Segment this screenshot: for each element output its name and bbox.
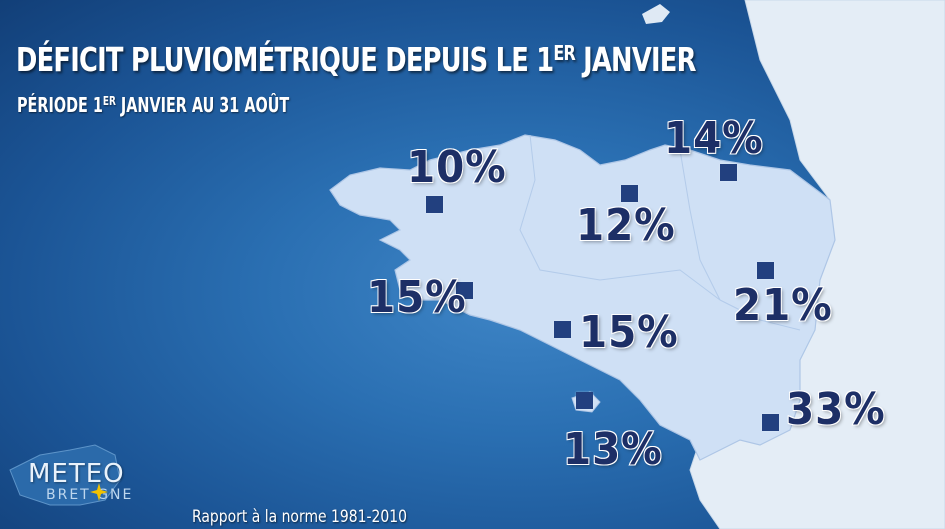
station-value-st-brieuc: 14% (663, 112, 764, 165)
map-subtitle: PÉRIODE 1ER JANVIER AU 31 AOÛT (17, 93, 290, 117)
station-marker-brest-north (426, 196, 443, 213)
station-value-morlaix: 12% (575, 199, 676, 252)
station-marker-quimper (456, 282, 473, 299)
logo-map-outline (9, 444, 121, 506)
station-value-belle-ile: 13% (562, 423, 663, 476)
logo-text-bretagne: BRET GNE (46, 487, 134, 503)
island-jersey (642, 4, 670, 24)
map-title: DÉFICIT PLUVIOMÉTRIQUE DEPUIS LE 1ER JAN… (16, 40, 696, 79)
hermine-cross-icon (90, 483, 108, 501)
station-value-nantes: 33% (785, 383, 886, 436)
station-value-brest-north: 10% (406, 141, 507, 194)
logo-text-meteo: METEO (28, 459, 125, 489)
station-value-rennes: 21% (732, 279, 833, 332)
station-marker-lorient (554, 321, 571, 338)
station-marker-nantes (762, 414, 779, 431)
brittany-region (329, 134, 836, 461)
station-marker-belle-ile (576, 392, 593, 409)
station-marker-st-brieuc (720, 164, 737, 181)
meteo-bretagne-logo: METEO BRET GNE (6, 425, 136, 520)
norm-footnote: Rapport à la norme 1981-2010 (192, 507, 408, 527)
station-marker-rennes (757, 262, 774, 279)
station-value-lorient: 15% (578, 306, 679, 359)
station-marker-morlaix (621, 185, 638, 202)
station-value-quimper: 15% (366, 271, 467, 324)
